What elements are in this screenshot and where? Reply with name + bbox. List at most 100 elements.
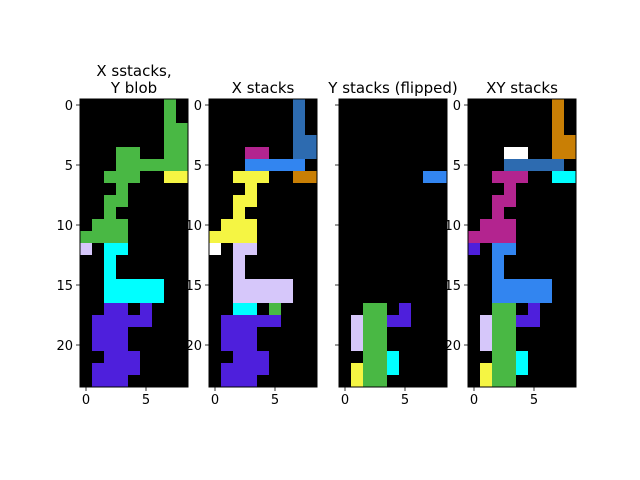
heatmap-cell: [104, 255, 116, 267]
heatmap-cell: [209, 231, 257, 243]
heatmap-cell: [363, 351, 387, 363]
y-tick-label: 5: [194, 159, 202, 174]
heatmap-cell: [480, 339, 492, 351]
heatmap-cell: [363, 339, 387, 351]
heatmap-cell: [164, 123, 188, 135]
y-tick-label: 10: [56, 219, 73, 234]
heatmap-cell: [104, 351, 140, 363]
heatmap-cell: [293, 147, 317, 159]
heatmap-cell: [221, 315, 281, 327]
heatmap-cell: [363, 315, 387, 327]
heatmap-cell: [164, 111, 176, 123]
panel-title: X stacks: [232, 79, 295, 97]
heatmap-cell: [209, 243, 221, 255]
heatmap-cell: [221, 339, 257, 351]
heatmap-cell: [104, 267, 116, 279]
y-tick-label: 10: [185, 219, 202, 234]
heatmap-cell: [221, 219, 257, 231]
heatmap-cell: [480, 375, 492, 387]
x-tick-label: 0: [211, 393, 219, 408]
heatmap-cell: [492, 255, 504, 267]
heatmap-cell: [293, 123, 305, 135]
heatmap-cell: [92, 339, 128, 351]
heatmap-cell: [233, 303, 257, 315]
heatmap-cell: [293, 171, 317, 183]
heatmap-cell: [363, 375, 387, 387]
heatmap-cell: [492, 291, 552, 303]
heatmap-cell: [80, 231, 128, 243]
heatmap-cell: [492, 279, 552, 291]
heatmap-cell: [468, 243, 480, 255]
heatmap-cell: [504, 159, 564, 171]
y-tick-label: 10: [444, 219, 461, 234]
y-tick-label: 0: [453, 99, 461, 114]
y-tick-label: 15: [444, 279, 461, 294]
heatmap-cell: [351, 339, 363, 351]
x-tick-label: 5: [271, 393, 279, 408]
heatmap-cell: [492, 339, 516, 351]
heatmap-cell: [293, 111, 305, 123]
heatmap-cell: [492, 267, 504, 279]
heatmap-cell: [351, 375, 363, 387]
y-tick-label: 15: [56, 279, 73, 294]
x-tick-label: 5: [530, 393, 538, 408]
heatmap-cell: [516, 315, 540, 327]
heatmap-cell: [480, 315, 492, 327]
x-tick-label: 5: [401, 393, 409, 408]
heatmap-cell: [233, 255, 245, 267]
y-tick-label: 20: [56, 339, 73, 354]
heatmap-cell: [492, 207, 504, 219]
panel-1: 0 5 0 5 10 15 20 X sstacks,Y blob: [56, 62, 189, 408]
heatmap-cell: [480, 363, 492, 375]
heatmap-cell: [140, 303, 152, 315]
heatmap-cell: [104, 207, 116, 219]
heatmap-cell: [293, 135, 317, 147]
heatmap-cell: [164, 147, 188, 159]
heatmap-cell: [233, 243, 257, 255]
heatmap-cell: [269, 303, 281, 315]
heatmap-cell: [233, 351, 269, 363]
heatmap-cell: [492, 375, 516, 387]
heatmap-cell: [363, 327, 387, 339]
heatmap-cell: [552, 147, 576, 159]
heatmap-cell: [492, 327, 516, 339]
heatmap-cell: [104, 195, 128, 207]
heatmap-cell: [504, 147, 528, 159]
heatmap-cell: [504, 183, 516, 195]
heatmap-cell: [221, 375, 257, 387]
heatmap-cell: [492, 171, 528, 183]
panel-2: 0 5 0 5 10 15 20 X stacks: [185, 79, 318, 408]
y-tick-label: 5: [65, 159, 73, 174]
panel-3: 0 5 Y stacks (flipped): [327, 79, 457, 408]
heatmap-cell: [492, 195, 516, 207]
heatmap-cell: [492, 243, 516, 255]
heatmap-cell: [233, 279, 293, 291]
panel-4: 0 5 0 5 10 15 20 XY stacks: [444, 79, 577, 408]
heatmap-cell: [221, 363, 269, 375]
heatmap-cell: [552, 135, 576, 147]
heatmap-cell: [516, 363, 528, 375]
heatmap-cell: [363, 303, 387, 315]
panel-2-frame: [208, 98, 318, 388]
heatmap-cell: [92, 219, 128, 231]
x-tick-label: 5: [142, 393, 150, 408]
heatmap-cell: [80, 243, 92, 255]
heatmap-cell: [92, 327, 128, 339]
heatmap-cell: [233, 267, 245, 279]
heatmap-cell: [492, 363, 516, 375]
heatmap-cell: [104, 279, 164, 291]
heatmap-cell: [363, 363, 387, 375]
heatmap-cell: [104, 171, 140, 183]
heatmap-cell: [92, 315, 152, 327]
panel-1-frame: [79, 98, 189, 388]
y-tick-label: 5: [453, 159, 461, 174]
heatmap-cell: [233, 207, 245, 219]
x-tick-label: 0: [82, 393, 90, 408]
y-tick-label: 15: [185, 279, 202, 294]
panel-title: Y blob: [110, 79, 157, 97]
y-tick-label: 0: [65, 99, 73, 114]
heatmap-cell: [387, 363, 399, 375]
heatmap-cell: [104, 291, 164, 303]
heatmap-cell: [104, 303, 128, 315]
